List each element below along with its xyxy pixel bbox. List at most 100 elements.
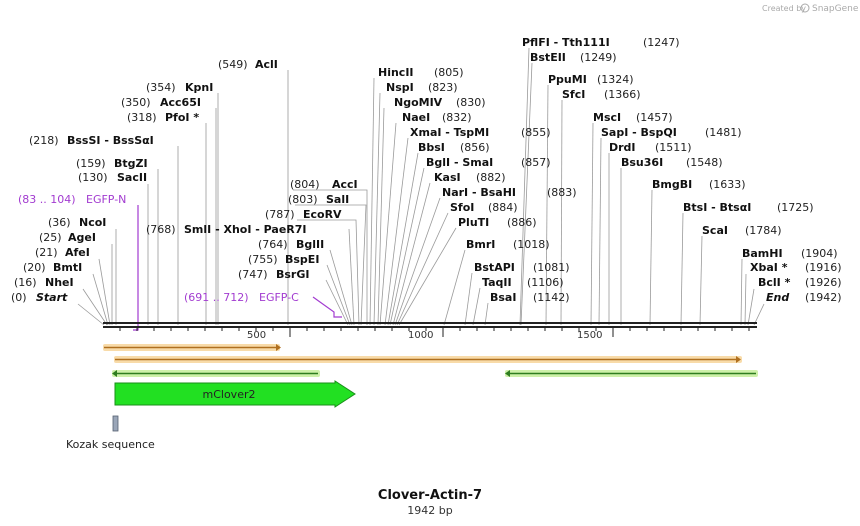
enzyme-name: BmrI xyxy=(466,238,495,251)
enzyme-name: BsaI xyxy=(490,291,516,304)
orange-forward-arrow-2 xyxy=(114,356,742,363)
enzyme-pos: (1548) xyxy=(686,156,723,169)
enzyme-name: SfcI xyxy=(562,88,585,101)
primer-range: (691 .. 712) xyxy=(184,291,249,304)
enzyme-pos: (0) xyxy=(11,291,27,304)
enzyme-name: PluTI xyxy=(458,216,489,229)
enzyme-name: Bsu36I xyxy=(621,156,663,169)
enzyme-pos: (832) xyxy=(442,111,472,124)
enzyme-pos: (21) xyxy=(35,246,58,259)
ruler-tick-label: 500 xyxy=(247,330,266,341)
enzyme-pos: (882) xyxy=(476,171,506,184)
enzyme-pos: (218) xyxy=(29,134,59,147)
enzyme-name: BmtI xyxy=(53,261,82,274)
enzyme-name: KpnI xyxy=(185,81,213,94)
enzyme-pos: (764) xyxy=(258,238,288,251)
enzyme-name: SfoI xyxy=(450,201,474,214)
enzyme-name: ScaI xyxy=(702,224,728,237)
enzyme-name: PfoI * xyxy=(165,111,199,124)
enzyme-pos: (549) xyxy=(218,58,248,71)
enzyme-name: End xyxy=(766,291,789,304)
enzyme-name: BstEII xyxy=(530,51,566,64)
ruler-tick-label: 1500 xyxy=(577,330,602,341)
enzyme-pos: (886) xyxy=(507,216,537,229)
enzyme-name: HincII xyxy=(378,66,414,79)
enzyme-pos: (1249) xyxy=(580,51,617,64)
enzyme-pos: (804) xyxy=(290,178,320,191)
enzyme-pos: (1106) xyxy=(527,276,564,289)
map-length: 1942 bp xyxy=(407,504,452,517)
green-reverse-arrow-2 xyxy=(505,370,758,377)
credit-prefix: Created by xyxy=(762,4,806,13)
enzyme-pos: (1904) xyxy=(801,247,838,260)
enzyme-name: AclI xyxy=(255,58,278,71)
primer-egfp-c: (691 .. 712) EGFP-C xyxy=(184,291,342,318)
feature-label: mClover2 xyxy=(203,388,256,401)
enzyme-pos: (1018) xyxy=(513,238,550,251)
enzyme-pos: (318) xyxy=(127,111,157,124)
enzyme-name: NcoI xyxy=(79,216,106,229)
snapgene-logo-icon xyxy=(800,3,810,13)
enzyme-name: PflFI - Tth111I xyxy=(522,36,610,49)
enzyme-labels: (549) AclI (354) KpnI (350) Acc65I (318)… xyxy=(11,36,842,304)
primer-egfp-n-marker xyxy=(133,205,139,331)
enzyme-pos: (20) xyxy=(23,261,46,274)
enzyme-pos: (1926) xyxy=(805,276,842,289)
enzyme-pos: (1784) xyxy=(745,224,782,237)
enzyme-leader-lines xyxy=(77,47,765,326)
primer-name: EGFP-N xyxy=(86,193,126,206)
feature-kozak: Kozak sequence xyxy=(66,415,155,451)
enzyme-name: XmaI - TspMI xyxy=(410,126,489,139)
enzyme-name: EcoRV xyxy=(303,208,342,221)
enzyme-pos: (1457) xyxy=(636,111,673,124)
enzyme-name: NheI xyxy=(45,276,74,289)
enzyme-name: AfeI xyxy=(65,246,90,259)
enzyme-pos: (855) xyxy=(521,126,551,139)
enzyme-name: BamHI xyxy=(742,247,783,260)
enzyme-pos: (803) xyxy=(288,193,318,206)
enzyme-name: NarI - BsaHI xyxy=(442,186,516,199)
enzyme-name: BmgBI xyxy=(652,178,692,191)
enzyme-name: TaqII xyxy=(482,276,512,289)
enzyme-name: SacII xyxy=(117,171,147,184)
enzyme-pos: (1366) xyxy=(604,88,641,101)
enzyme-pos: (1081) xyxy=(533,261,570,274)
enzyme-name: Acc65I xyxy=(160,96,201,109)
credit-brand: SnapGene xyxy=(812,4,859,14)
enzyme-name: XbaI * xyxy=(750,261,788,274)
feature-mclover2: mClover2 xyxy=(114,380,356,408)
primer-name: EGFP-C xyxy=(259,291,299,304)
enzyme-pos: (1324) xyxy=(597,73,634,86)
enzyme-name: BtgZI xyxy=(114,157,148,170)
map-title: Clover-Actin-7 xyxy=(378,488,482,503)
enzyme-name: BssSI - BssSαI xyxy=(67,134,154,147)
enzyme-pos: (830) xyxy=(456,96,486,109)
enzyme-pos: (787) xyxy=(265,208,295,221)
enzyme-pos: (747) xyxy=(238,268,268,281)
enzyme-name: NgoMIV xyxy=(394,96,443,109)
enzyme-name: NspI xyxy=(386,81,414,94)
enzyme-pos: (1942) xyxy=(805,291,842,304)
enzyme-name: PpuMI xyxy=(548,73,587,86)
ruler-tick-label: 1000 xyxy=(408,330,433,341)
enzyme-name: BbsI xyxy=(418,141,445,154)
enzyme-name: AgeI xyxy=(68,231,96,244)
orange-forward-arrow-1 xyxy=(103,344,281,351)
primer-range: (83 .. 104) xyxy=(18,193,76,206)
enzyme-name: BsrGI xyxy=(276,268,309,281)
enzyme-name: KasI xyxy=(434,171,461,184)
feature-label: Kozak sequence xyxy=(66,438,155,451)
enzyme-name: AccI xyxy=(332,178,358,191)
enzyme-pos: (130) xyxy=(78,171,108,184)
enzyme-name: SmlI - XhoI - PaeR7I xyxy=(184,223,307,236)
enzyme-name: BclI * xyxy=(758,276,791,289)
enzyme-pos: (1633) xyxy=(709,178,746,191)
sequence-ruler: 500 1000 1500 xyxy=(103,322,757,341)
enzyme-pos: (25) xyxy=(39,231,62,244)
enzyme-name: BglII xyxy=(296,238,324,251)
enzyme-pos: (857) xyxy=(521,156,551,169)
enzyme-pos: (1916) xyxy=(805,261,842,274)
enzyme-pos: (823) xyxy=(428,81,458,94)
enzyme-pos: (884) xyxy=(488,201,518,214)
